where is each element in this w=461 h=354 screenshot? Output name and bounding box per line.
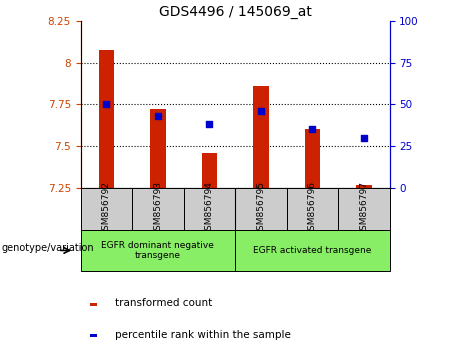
Bar	[150, 109, 165, 188]
Text: percentile rank within the sample: percentile rank within the sample	[115, 330, 290, 339]
Point	[206, 121, 213, 127]
Text: transformed count: transformed count	[115, 298, 212, 308]
Text: GSM856794: GSM856794	[205, 181, 214, 236]
Text: GSM856795: GSM856795	[256, 181, 266, 236]
Point	[257, 108, 265, 114]
Bar	[235, 188, 287, 230]
Bar	[81, 188, 132, 230]
Point	[154, 113, 161, 119]
Bar	[99, 50, 114, 188]
Bar	[305, 130, 320, 188]
Bar	[201, 153, 217, 188]
Bar	[356, 185, 372, 188]
Bar	[253, 86, 269, 188]
Bar	[287, 188, 338, 230]
Bar	[90, 334, 97, 337]
Text: GSM856792: GSM856792	[102, 181, 111, 236]
Text: EGFR activated transgene: EGFR activated transgene	[253, 246, 372, 255]
Bar	[183, 188, 235, 230]
Point	[308, 127, 316, 132]
Bar	[90, 303, 97, 306]
Text: GSM856793: GSM856793	[154, 181, 162, 236]
Point	[103, 102, 110, 107]
Text: genotype/variation: genotype/variation	[1, 244, 94, 253]
Point	[360, 135, 367, 141]
Bar	[81, 230, 235, 271]
Text: GSM856797: GSM856797	[359, 181, 368, 236]
Text: GSM856796: GSM856796	[308, 181, 317, 236]
Bar	[132, 188, 183, 230]
Bar	[338, 188, 390, 230]
Text: EGFR dominant negative
transgene: EGFR dominant negative transgene	[101, 241, 214, 260]
Bar	[235, 230, 390, 271]
Title: GDS4496 / 145069_at: GDS4496 / 145069_at	[159, 5, 312, 19]
